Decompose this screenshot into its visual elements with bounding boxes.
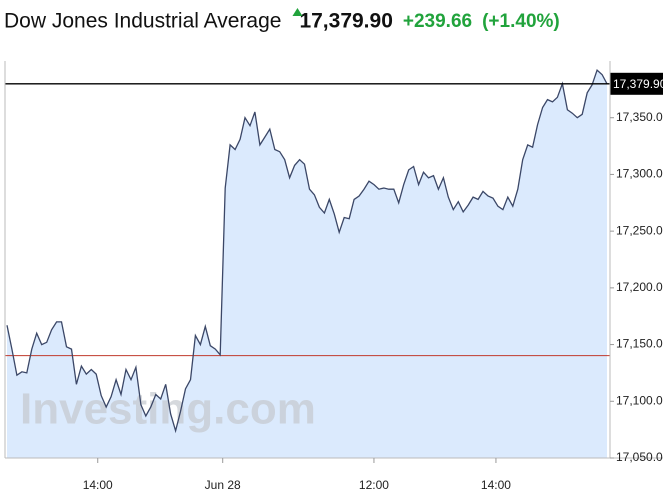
change: +239.66 — [403, 11, 472, 32]
x-tick-label: Jun 28 — [205, 478, 241, 492]
y-tick-label: 17,150.00 — [616, 337, 663, 351]
y-tick-label: 17,300.00 — [616, 167, 663, 181]
y-tick-label: 17,200.00 — [616, 280, 663, 294]
y-tick-label: 17,250.00 — [616, 223, 663, 237]
change-percent: (+1.40%) — [482, 11, 560, 32]
up-arrow — [292, 8, 303, 16]
price-line — [6, 68, 608, 434]
last-price-label: 17,379.90 — [613, 77, 663, 91]
y-tick-label: 17,050.00 — [616, 450, 663, 464]
price: 17,379.90 — [299, 10, 392, 33]
y-tick-label: 17,350.00 — [616, 110, 663, 124]
watermark: Investing.com — [20, 385, 316, 434]
y-tick-label: 17,100.00 — [616, 393, 663, 407]
x-tick-label: 14:00 — [83, 478, 113, 492]
chart-title: Dow Jones Industrial Average — [4, 10, 281, 33]
area — [6, 70, 608, 458]
x-tick-label: 12:00 — [359, 478, 389, 492]
x-tick-label: 14:00 — [481, 478, 511, 492]
last-price-box — [610, 72, 663, 95]
